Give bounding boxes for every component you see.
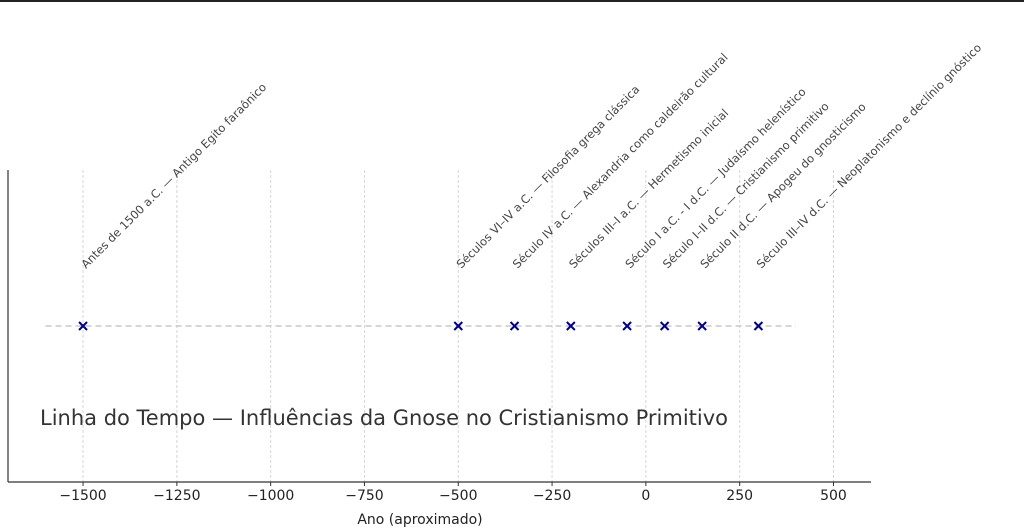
event-marker [697,321,707,331]
event-label: Século I–II d.C. — Cristianismo primitiv… [660,99,832,271]
event-marker [566,321,576,331]
event-marker [78,321,88,331]
x-tick-label: −1250 [153,488,200,504]
event-label: Século III–IV d.C. — Neoplatonismo e dec… [754,41,985,272]
event-labels: Antes de 1500 a.C. — Antigo Egito faraôn… [78,41,984,272]
x-axis-label: Ano (aproximado) [357,512,482,528]
x-tick-label: −750 [345,488,383,504]
x-tick-label: 0 [641,488,650,504]
x-tick-label: −1000 [247,488,294,504]
x-tick-label: −250 [533,488,571,504]
window-top-border [0,0,1024,2]
x-ticks: −1500 −1250 −1000 −750 −500 −250 0 250 500 [59,482,847,504]
x-tick-label: 500 [820,488,847,504]
x-tick-label: −1500 [59,488,106,504]
event-label: Antes de 1500 a.C. — Antigo Egito faraôn… [78,80,269,271]
event-marker [509,321,520,331]
event-markers [78,321,764,331]
x-tick-label: 250 [726,488,753,504]
event-marker [659,321,670,331]
event-marker [453,321,463,331]
event-marker [622,321,632,331]
grid-lines [82,170,834,482]
x-tick-label: −500 [439,488,477,504]
event-marker [753,321,764,331]
chart-title: Linha do Tempo — Influências da Gnose no… [40,406,728,430]
